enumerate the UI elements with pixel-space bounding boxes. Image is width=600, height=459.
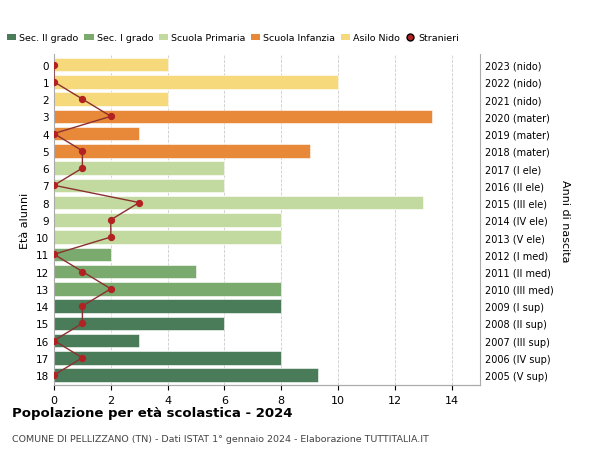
Bar	[54, 76, 338, 90]
Bar	[54, 110, 432, 124]
Point	[77, 96, 87, 104]
Point	[106, 285, 116, 293]
Point	[106, 113, 116, 121]
Point	[77, 303, 87, 310]
Point	[77, 354, 87, 362]
Bar	[54, 145, 310, 158]
Bar	[54, 265, 196, 279]
Point	[49, 62, 59, 69]
Bar	[54, 196, 423, 210]
Point	[49, 79, 59, 86]
Point	[77, 268, 87, 275]
Bar	[54, 300, 281, 313]
Point	[49, 182, 59, 190]
Text: Popolazione per età scolastica - 2024: Popolazione per età scolastica - 2024	[12, 406, 293, 419]
Point	[106, 234, 116, 241]
Point	[134, 199, 144, 207]
Point	[49, 130, 59, 138]
Y-axis label: Anni di nascita: Anni di nascita	[560, 179, 570, 262]
Bar	[54, 369, 318, 382]
Bar	[54, 59, 167, 72]
Point	[77, 165, 87, 173]
Bar	[54, 213, 281, 227]
Text: COMUNE DI PELLIZZANO (TN) - Dati ISTAT 1° gennaio 2024 - Elaborazione TUTTITALIA: COMUNE DI PELLIZZANO (TN) - Dati ISTAT 1…	[12, 434, 429, 443]
Point	[49, 337, 59, 344]
Legend: Sec. II grado, Sec. I grado, Scuola Primaria, Scuola Infanzia, Asilo Nido, Stran: Sec. II grado, Sec. I grado, Scuola Prim…	[3, 31, 463, 47]
Bar	[54, 317, 224, 330]
Point	[106, 217, 116, 224]
Bar	[54, 179, 224, 193]
Y-axis label: Età alunni: Età alunni	[20, 192, 31, 248]
Bar	[54, 93, 167, 106]
Point	[49, 251, 59, 258]
Point	[77, 148, 87, 155]
Bar	[54, 128, 139, 141]
Bar	[54, 282, 281, 296]
Bar	[54, 351, 281, 365]
Point	[77, 320, 87, 327]
Bar	[54, 334, 139, 347]
Bar	[54, 248, 111, 262]
Point	[49, 372, 59, 379]
Bar	[54, 231, 281, 244]
Bar	[54, 162, 224, 175]
